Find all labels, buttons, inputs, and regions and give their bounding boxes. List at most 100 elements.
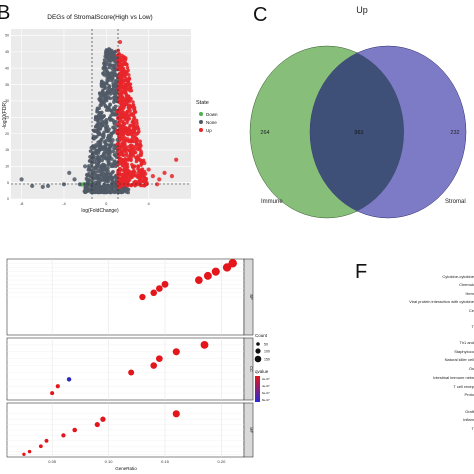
volcano-y-tick-label: 0 xyxy=(7,197,9,201)
volcano-point-up xyxy=(117,158,122,162)
volcano-xlabel: log(FoldChange) xyxy=(81,208,119,214)
volcano-point-up xyxy=(132,111,136,115)
volcano-point-none xyxy=(90,190,95,195)
volcano-point-up xyxy=(123,78,127,82)
go-point-cc xyxy=(55,384,60,389)
volcano-point-none xyxy=(103,176,108,180)
volcano-point-up xyxy=(162,170,167,175)
volcano-point-up xyxy=(135,121,139,126)
go-point-bp xyxy=(161,280,169,288)
volcano-point-up xyxy=(120,161,125,165)
volcano-point-none xyxy=(97,97,101,101)
volcano-point-none xyxy=(101,123,105,128)
volcano-point-up xyxy=(117,146,122,150)
volcano-point-none xyxy=(106,172,111,176)
volcano-point-up xyxy=(123,125,128,130)
volcano-point-none xyxy=(72,177,77,182)
kegg-pathway-label: Graft xyxy=(465,409,474,414)
qvalue-tick-4: 8e-07 xyxy=(262,398,270,402)
volcano-point-none xyxy=(108,53,112,57)
volcano-y-tick-label: 25 xyxy=(5,115,9,119)
volcano-point-up xyxy=(125,65,130,70)
count-legend-dot-150 xyxy=(254,355,262,363)
volcano-point-up xyxy=(125,109,130,114)
count-legend-100: 100 xyxy=(255,348,270,354)
volcano-point-none xyxy=(109,190,113,195)
volcano-point-up xyxy=(155,182,160,187)
volcano-point-none xyxy=(102,172,107,176)
legend-up-dot xyxy=(199,128,203,132)
volcano-point-none xyxy=(114,98,118,103)
volcano-point-none xyxy=(85,178,90,183)
go-point-mf xyxy=(38,444,43,449)
volcano-point-none xyxy=(96,183,100,188)
volcano-point-none xyxy=(112,59,116,63)
volcano-point-none xyxy=(102,63,107,67)
volcano-point-none xyxy=(19,177,24,182)
volcano-point-up xyxy=(135,124,140,129)
volcano-point-none xyxy=(99,82,104,87)
go-x-tick-label: 0.20 xyxy=(218,459,227,464)
volcano-point-none xyxy=(87,164,91,168)
go-point-bp xyxy=(211,267,220,276)
volcano-point-up xyxy=(115,142,120,146)
volcano-y-tick-label: 50 xyxy=(5,34,9,38)
volcano-point-none xyxy=(107,146,112,150)
facet-label-bp: BP xyxy=(249,294,254,300)
volcano-point-up xyxy=(119,75,124,80)
volcano-point-up xyxy=(118,130,123,135)
volcano-point-none xyxy=(110,66,115,71)
volcano-point-up xyxy=(130,162,134,167)
legend-none-dot xyxy=(199,120,203,124)
volcano-point-up xyxy=(116,87,121,91)
volcano-point-none xyxy=(67,170,72,175)
volcano-point-none xyxy=(103,167,107,171)
legend-item-up: Up xyxy=(199,128,212,133)
volcano-point-up xyxy=(122,122,126,126)
volcano-y-tick-label: 30 xyxy=(5,99,9,103)
volcano-point-up xyxy=(120,96,124,100)
volcano-y-tick-label: 5 xyxy=(7,181,9,185)
volcano-point-none xyxy=(111,170,115,174)
volcano-point-none xyxy=(91,185,96,189)
volcano-point-up xyxy=(157,177,162,182)
volcano-legend-title: State xyxy=(196,100,209,106)
volcano-point-none xyxy=(101,190,106,195)
volcano-point-none xyxy=(40,184,45,190)
volcano-point-up xyxy=(118,134,122,139)
volcano-point-up xyxy=(139,162,144,166)
volcano-point-none xyxy=(104,120,109,124)
volcano-point-up xyxy=(136,157,141,162)
count-legend-label-50: 50 xyxy=(264,343,268,347)
volcano-point-none xyxy=(109,185,113,190)
volcano-point-up xyxy=(118,107,123,111)
venn-label-immune: Immune xyxy=(261,199,283,205)
volcano-point-none xyxy=(97,159,102,163)
volcano-point-up xyxy=(169,174,175,179)
volcano-point-none xyxy=(99,99,104,104)
go-points xyxy=(22,258,237,456)
volcano-point-up xyxy=(128,157,132,162)
volcano-point-none xyxy=(99,138,103,143)
volcano-point-up xyxy=(116,67,121,72)
volcano-point-none xyxy=(95,118,100,123)
volcano-point-up xyxy=(118,81,123,86)
volcano-point-none xyxy=(112,107,117,112)
volcano-point-up xyxy=(125,70,129,75)
volcano-point-up xyxy=(121,173,126,177)
volcano-point-none xyxy=(93,125,98,129)
venn-diagram: Up 264 961 232 Immune Stromal xyxy=(249,5,467,219)
volcano-point-none xyxy=(102,150,107,155)
volcano-point-none xyxy=(107,138,112,143)
volcano-point-up xyxy=(117,71,122,76)
volcano-point-none xyxy=(105,91,110,95)
volcano-point-none xyxy=(103,183,107,188)
volcano-point-none xyxy=(109,143,113,147)
kegg-pathway-label: Th1 and xyxy=(459,340,474,345)
kegg-pathway-label: Natural killer cell xyxy=(444,357,474,362)
volcano-point-none xyxy=(30,183,35,189)
volcano-point-up xyxy=(127,97,132,102)
volcano-point-none xyxy=(110,157,114,161)
volcano-point-up xyxy=(138,168,143,173)
kegg-pathway-label: Ce xyxy=(468,308,474,313)
